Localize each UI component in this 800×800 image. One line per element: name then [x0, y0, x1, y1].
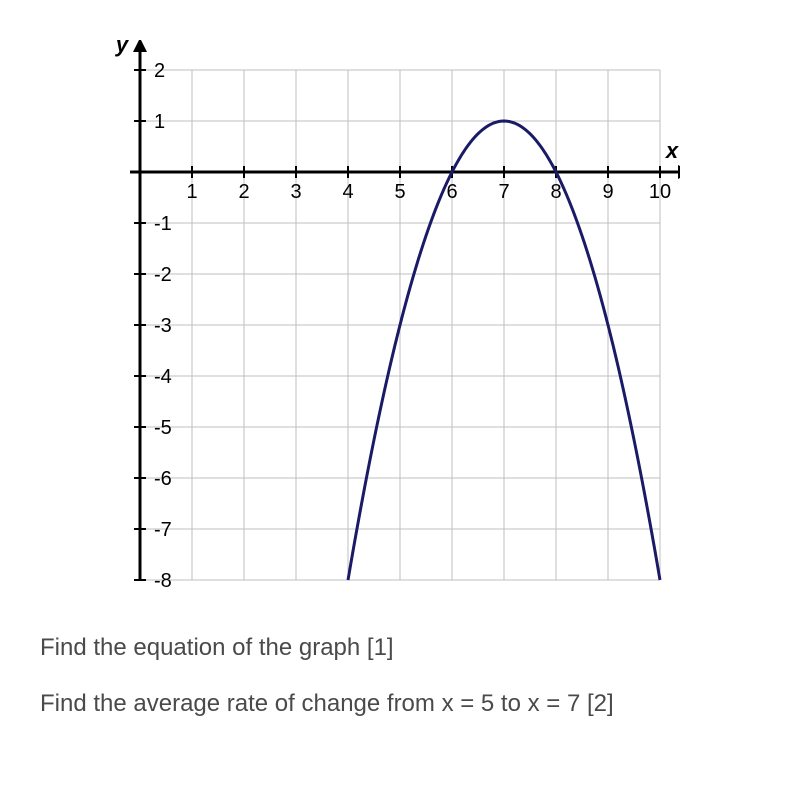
question-1: Find the equation of the graph [1] — [40, 630, 760, 666]
svg-text:3: 3 — [290, 181, 301, 203]
svg-text:1: 1 — [154, 111, 165, 133]
svg-text:2: 2 — [154, 60, 165, 82]
parabola-chart: 1 2 3 4 5 6 7 8 9 10 2 1 -1 -2 -3 -4 -5 -6 -7 -8 y x — [40, 40, 680, 600]
svg-text:6: 6 — [446, 181, 457, 203]
svg-text:9: 9 — [602, 181, 613, 203]
svg-text:-5: -5 — [154, 417, 172, 439]
svg-text:-1: -1 — [154, 213, 172, 235]
svg-text:-7: -7 — [154, 519, 172, 541]
chart-area: 1 2 3 4 5 6 7 8 9 10 2 1 -1 -2 -3 -4 -5 -6 -7 -8 y x — [40, 40, 760, 600]
svg-text:-8: -8 — [154, 570, 172, 592]
svg-text:y: y — [115, 40, 130, 57]
svg-text:1: 1 — [186, 181, 197, 203]
svg-text:7: 7 — [498, 181, 509, 203]
svg-text:-2: -2 — [154, 264, 172, 286]
svg-text:-3: -3 — [154, 315, 172, 337]
question-2: Find the average rate of change from x =… — [40, 686, 760, 722]
svg-text:-4: -4 — [154, 366, 172, 388]
svg-text:10: 10 — [649, 181, 671, 203]
worksheet-container: 1 2 3 4 5 6 7 8 9 10 2 1 -1 -2 -3 -4 -5 -6 -7 -8 y x Find the… — [40, 40, 760, 722]
svg-text:5: 5 — [394, 181, 405, 203]
svg-text:8: 8 — [550, 181, 561, 203]
svg-text:2: 2 — [238, 181, 249, 203]
svg-text:x: x — [665, 138, 679, 163]
svg-text:4: 4 — [342, 181, 353, 203]
svg-text:-6: -6 — [154, 468, 172, 490]
